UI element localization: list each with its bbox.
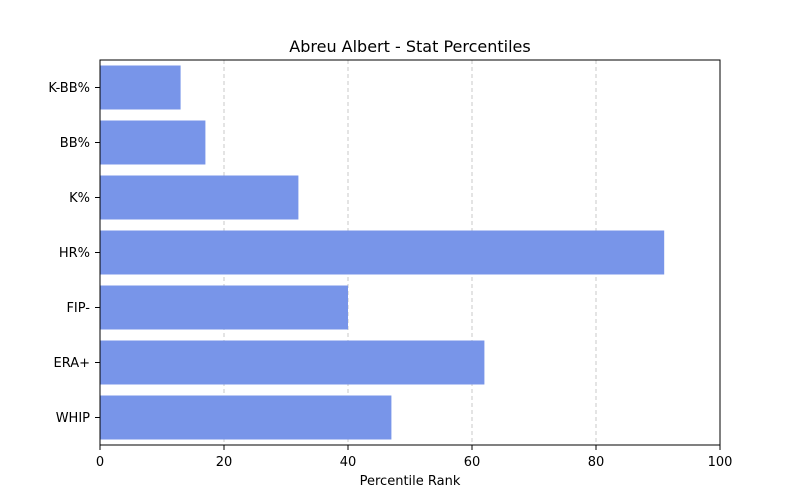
x-tick-label: 20 — [216, 455, 233, 470]
y-tick-label: BB% — [60, 136, 90, 151]
x-tick-label: 100 — [708, 455, 733, 470]
bar — [100, 395, 392, 440]
y-tick-label: FIP- — [66, 301, 90, 316]
y-tick-label: WHIP — [56, 411, 90, 426]
bar — [100, 285, 348, 330]
x-tick-label: 40 — [340, 455, 357, 470]
chart-title: Abreu Albert - Stat Percentiles — [289, 37, 530, 56]
bars — [100, 65, 665, 440]
bar — [100, 120, 206, 165]
y-axis-ticks: K-BB% BB% K% HR% FIP- ERA+ WHIP — [48, 81, 100, 426]
x-tick-label: 0 — [96, 455, 104, 470]
x-axis-ticks: 0 20 40 60 80 100 — [96, 445, 733, 470]
bar — [100, 65, 181, 110]
x-axis-label: Percentile Rank — [360, 474, 461, 489]
y-tick-label: HR% — [59, 246, 90, 261]
y-tick-label: K-BB% — [48, 81, 90, 96]
bar — [100, 340, 485, 385]
bar — [100, 230, 665, 275]
bar — [100, 175, 299, 220]
y-tick-label: ERA+ — [53, 356, 90, 371]
x-tick-label: 60 — [464, 455, 481, 470]
x-tick-label: 80 — [588, 455, 605, 470]
y-tick-label: K% — [69, 191, 90, 206]
